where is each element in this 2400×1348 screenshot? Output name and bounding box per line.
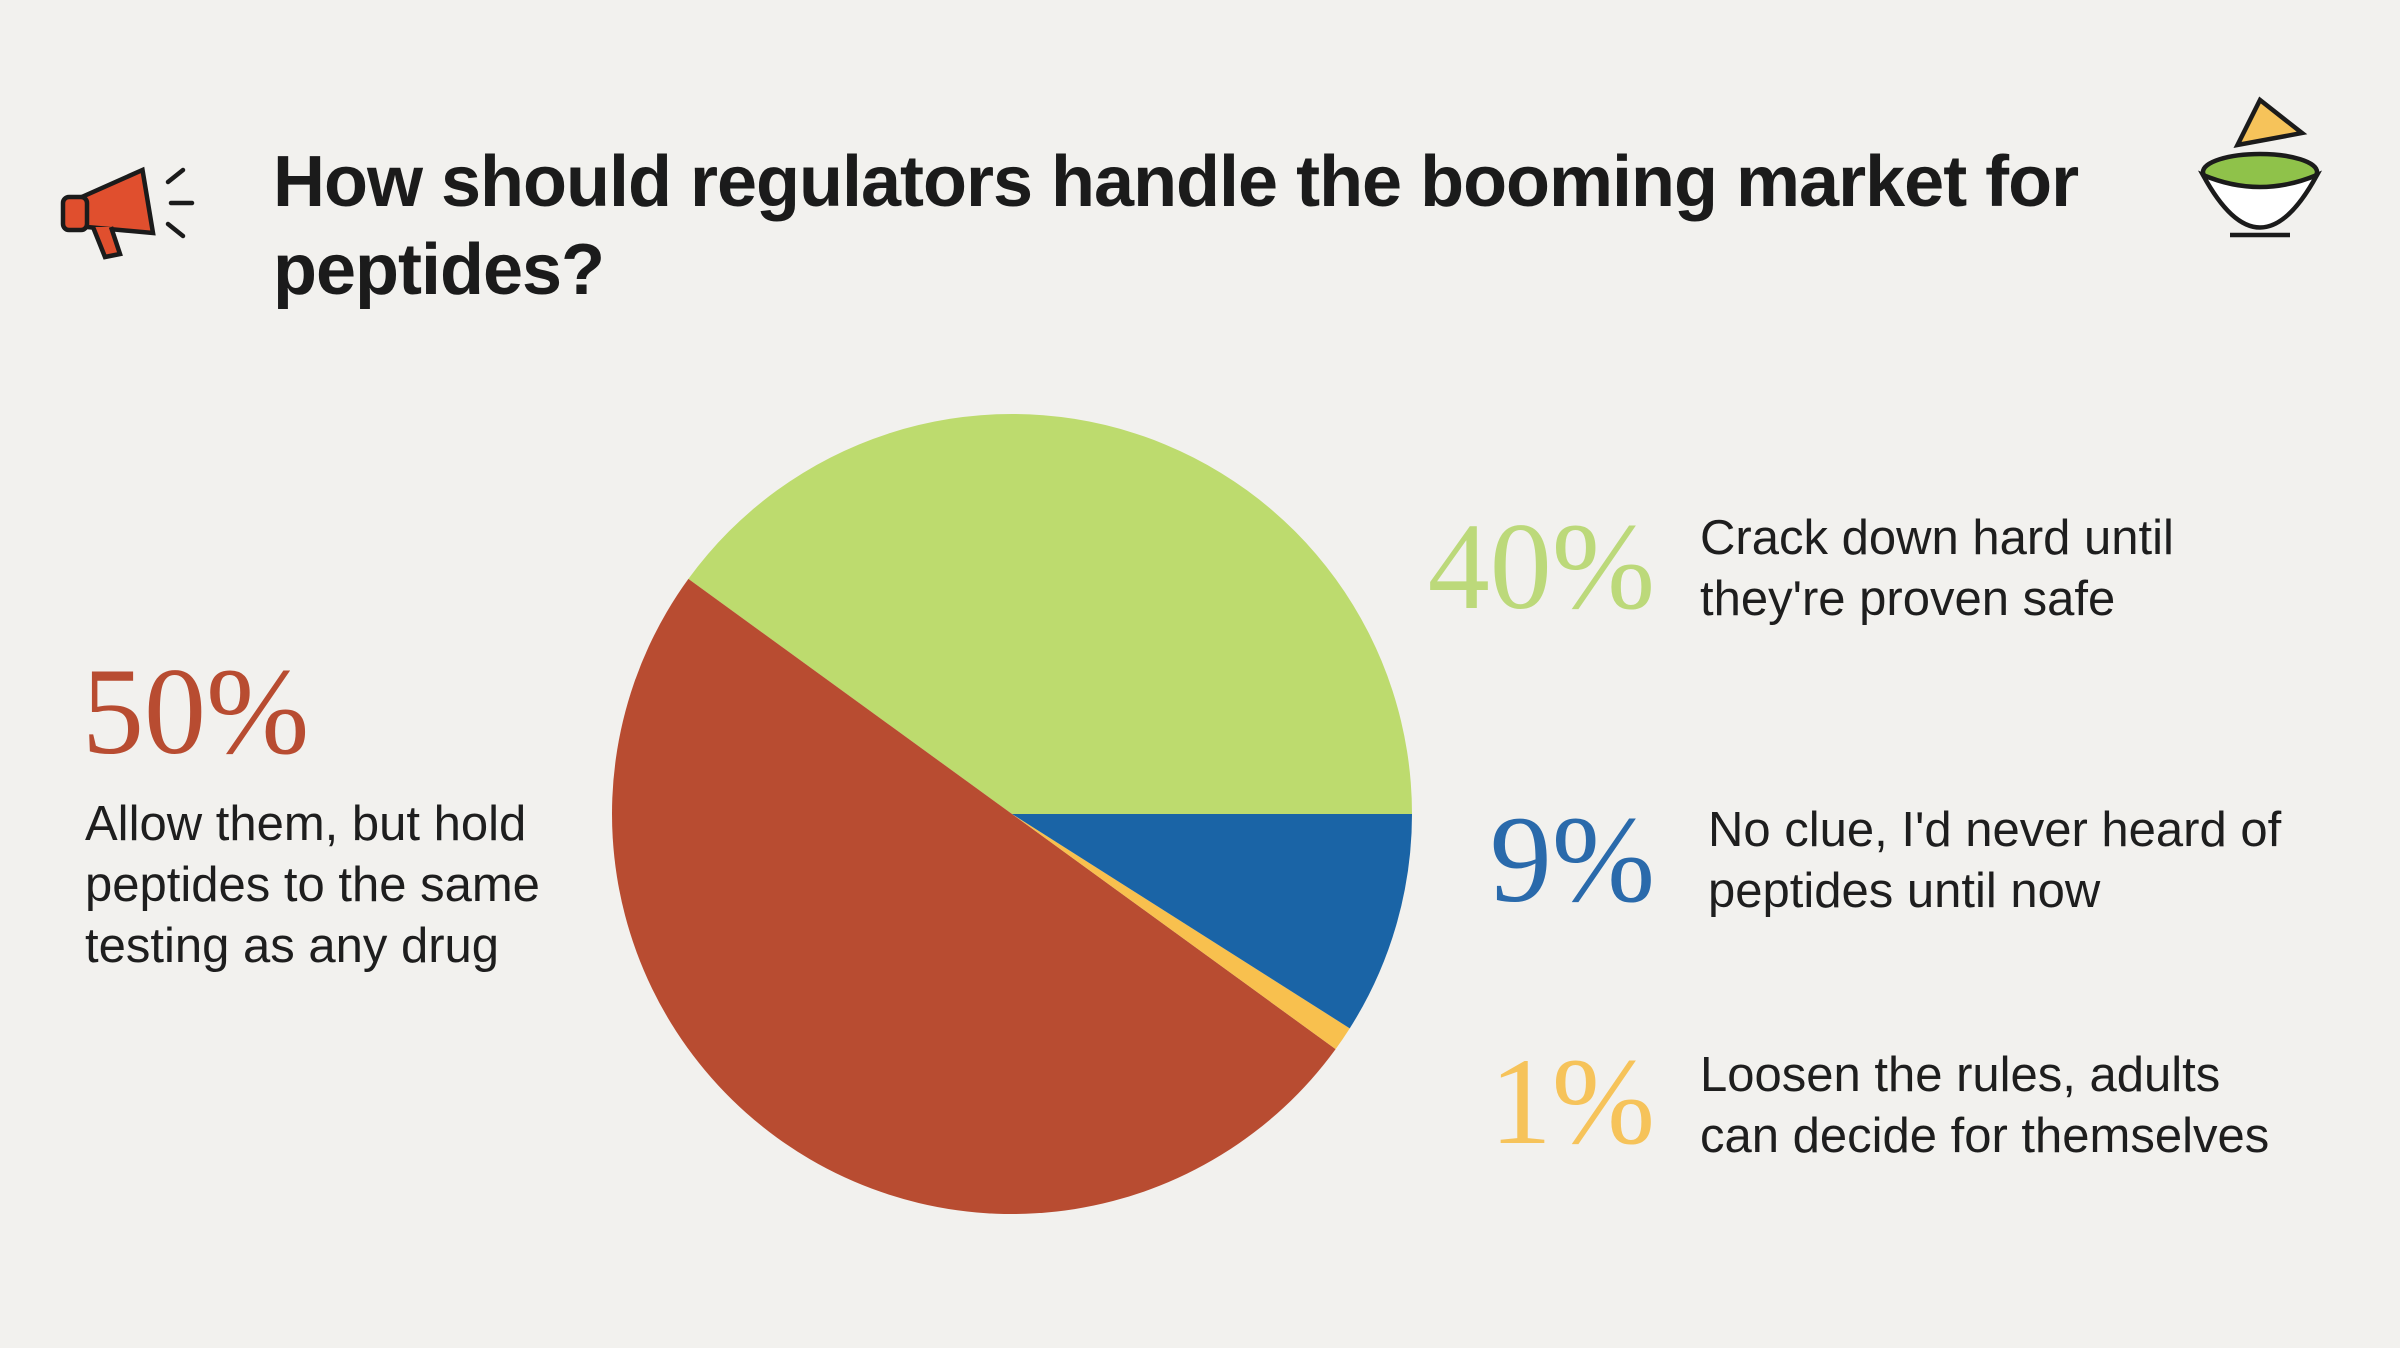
chart-title: How should regulators handle the booming…: [273, 142, 2079, 310]
pie-slice: [612, 578, 1336, 1215]
value-label: 1%: [1489, 1033, 1655, 1170]
pie-slice: [1012, 814, 1412, 1029]
pie-slice: [1012, 814, 1350, 1050]
category-label: Crack down hard until they're proven saf…: [1700, 511, 2174, 626]
value-label: 50%: [82, 643, 310, 780]
guacamole-icon: [2197, 96, 2323, 238]
category-label: Loosen the rules, adults can decide for …: [1700, 1048, 2270, 1163]
value-label: 40%: [1427, 498, 1655, 635]
category-label: No clue, I'd never heard of peptides unt…: [1708, 803, 2282, 918]
value-label: 9%: [1489, 791, 1655, 928]
megaphone-icon: [60, 166, 195, 260]
category-label: Allow them, but hold peptides to the sam…: [85, 797, 540, 973]
pie-slice: [688, 413, 1412, 814]
